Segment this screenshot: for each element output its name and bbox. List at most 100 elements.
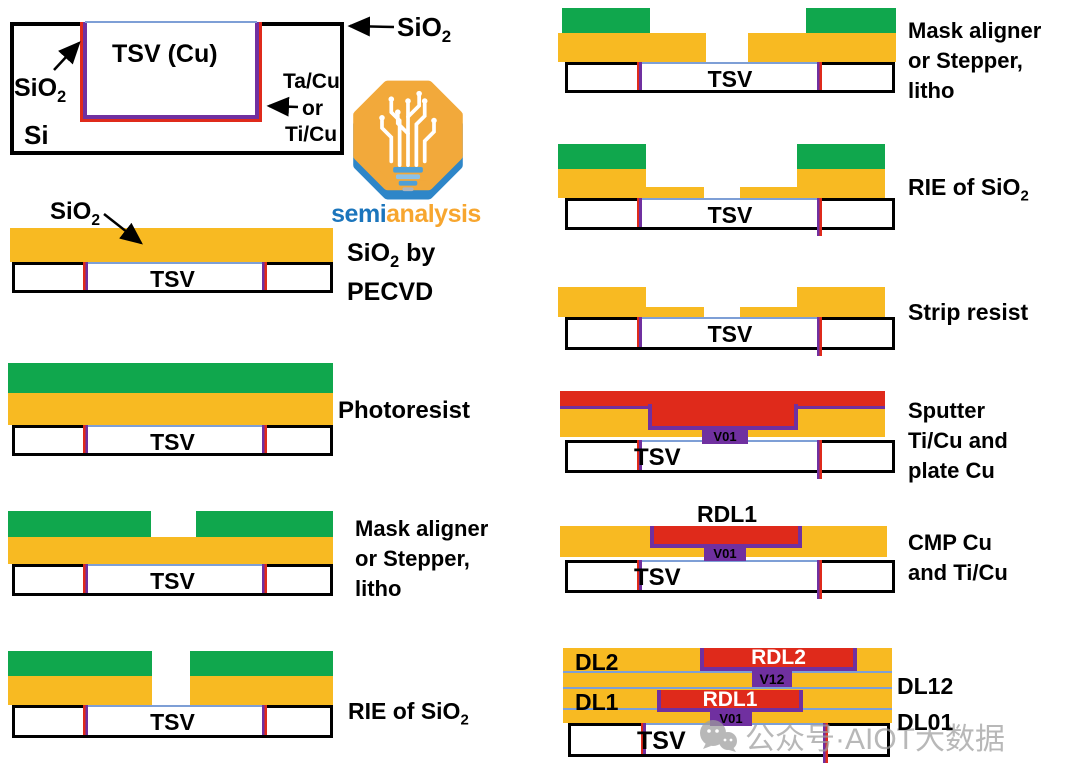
tsv-barrier-right xyxy=(823,723,828,763)
tsv-label: TSV xyxy=(634,444,681,471)
tsv-barrier-liner xyxy=(83,22,259,119)
oxide-liner-line xyxy=(88,564,262,566)
sio2-sidewall-label: SiO2 xyxy=(14,74,67,106)
tsv-barrier-left xyxy=(641,723,646,754)
si-substrate: TSV xyxy=(565,317,895,356)
rdl2-block: RDL2 xyxy=(700,647,857,671)
si-substrate: TSV xyxy=(12,262,333,293)
step-caption-sputter: Sputter Ti/Cu and plate Cu xyxy=(908,398,1008,483)
tsv-label: TSV xyxy=(707,66,753,92)
watermark: 公众号·AIOT大数据 xyxy=(698,714,1005,758)
oxide-liner-line xyxy=(88,425,262,427)
tsv-barrier-right xyxy=(262,564,267,593)
logo-circuit-tree xyxy=(380,94,436,167)
tacu-label: Ta/Cu xyxy=(283,70,340,93)
dl1-label: DL1 xyxy=(575,689,619,715)
plated-copper-dip xyxy=(648,404,798,430)
oxide-liner-line xyxy=(642,198,817,200)
oxide-left xyxy=(558,33,706,62)
tsv-barrier-right xyxy=(817,62,822,90)
via-v12-block: V12 xyxy=(752,671,792,687)
step-caption-rie-2: RIE of SiO2 xyxy=(908,174,1029,205)
oxide-layer xyxy=(10,228,333,262)
semianalysis-logo xyxy=(353,80,463,200)
dl01-label: DL01 xyxy=(897,709,954,735)
tsv-barrier-right xyxy=(262,262,267,290)
oxide-thin-right xyxy=(740,187,798,198)
oxide-liner-line xyxy=(642,62,817,64)
panel-tsv-initial: TSV (Cu) SiO2 Si Ta/Cu or Ti/Cu SiO2 xyxy=(0,0,540,170)
tsv-label: TSV xyxy=(150,709,195,735)
tsv-label: TSV xyxy=(637,727,686,755)
via-v01-block: V01 xyxy=(702,429,748,444)
oxide-thin-left xyxy=(646,307,704,317)
tsv-barrier-right xyxy=(817,560,822,599)
tsv-barrier-left xyxy=(637,317,642,347)
photoresist-left xyxy=(8,511,151,537)
step-caption-pecvd: SiO2 by PECVD xyxy=(347,239,436,306)
tsv-cu-label: TSV (Cu) xyxy=(112,40,218,68)
tsv-barrier-right xyxy=(817,440,822,479)
tsv-barrier-right xyxy=(817,198,822,236)
wordmark-semi: semi xyxy=(331,200,387,228)
rdl1-block xyxy=(650,526,802,548)
tsv-barrier-left xyxy=(637,198,642,227)
step-caption-litho-1: Mask aligner or Stepper, litho xyxy=(355,516,489,601)
dl12-label: DL12 xyxy=(897,673,954,699)
semianalysis-wordmark: semianalysis xyxy=(330,200,482,229)
tsv-copper-fill xyxy=(80,22,262,122)
oxide-layer xyxy=(8,537,333,564)
si-substrate: TSV xyxy=(12,425,333,456)
photoresist-left xyxy=(558,144,646,169)
photoresist-left xyxy=(8,651,152,676)
tsv-label: TSV xyxy=(150,429,195,455)
si-substrate: TSV xyxy=(565,198,895,236)
oxide-thin-right xyxy=(740,307,798,317)
oxide-right xyxy=(190,676,333,705)
tsv-barrier-left xyxy=(83,262,88,290)
tsv-top-oxide-line xyxy=(85,21,257,23)
photoresist-right xyxy=(196,511,333,537)
step-caption-litho-2: Mask aligner or Stepper, litho xyxy=(908,18,1042,103)
logo-circuit-nodes xyxy=(379,90,437,124)
tsv-barrier-left xyxy=(83,564,88,593)
oxide-liner-line xyxy=(642,317,817,319)
si-substrate: TSV xyxy=(12,705,333,738)
photoresist-left xyxy=(562,8,650,33)
photoresist-right xyxy=(190,651,333,676)
tsv-barrier-right xyxy=(262,425,267,453)
sio2-pointer-label: SiO2 xyxy=(50,198,101,229)
oxide-right xyxy=(748,33,896,62)
tsv-label: TSV xyxy=(150,266,195,292)
step-caption-rie-1: RIE of SiO2 xyxy=(348,698,469,729)
ticu-label: Ti/Cu xyxy=(285,123,338,146)
oxide-right-tall xyxy=(797,169,885,198)
dl2-label: DL2 xyxy=(575,649,619,675)
step-caption-cmp: CMP Cu and Ti/Cu xyxy=(908,530,1008,585)
oxide-left-tall xyxy=(558,287,646,317)
si-substrate: TSV xyxy=(12,564,333,596)
photoresist-layer xyxy=(8,363,333,393)
oxide-right-tall xyxy=(797,287,885,317)
logo-bulb-base xyxy=(393,167,423,192)
tsv-barrier-left xyxy=(83,425,88,453)
si-substrate: TSV xyxy=(565,440,895,479)
photoresist-right xyxy=(797,144,885,169)
tsv-barrier-left xyxy=(637,560,642,590)
oxide-left xyxy=(8,676,152,705)
dielectric-boundary-line xyxy=(563,671,892,673)
si-substrate: TSV xyxy=(565,560,895,599)
si-label: Si xyxy=(24,120,49,150)
rdl1-title-label: RDL1 xyxy=(697,501,758,527)
tsv-barrier-left xyxy=(637,440,642,470)
dielectric-boundary-line xyxy=(563,687,892,689)
watermark-text: 公众号·AIOT大数据 xyxy=(745,723,1005,756)
tsv-barrier-left xyxy=(637,62,642,90)
step-caption-strip: Strip resist xyxy=(908,299,1029,325)
si-substrate: TSV xyxy=(565,62,895,93)
photoresist-right xyxy=(806,8,896,33)
via-v01-block: V01 xyxy=(704,546,746,561)
wechat-icon xyxy=(700,720,737,752)
tsv-label: TSV xyxy=(707,202,753,228)
tsv-barrier-right xyxy=(262,705,267,735)
